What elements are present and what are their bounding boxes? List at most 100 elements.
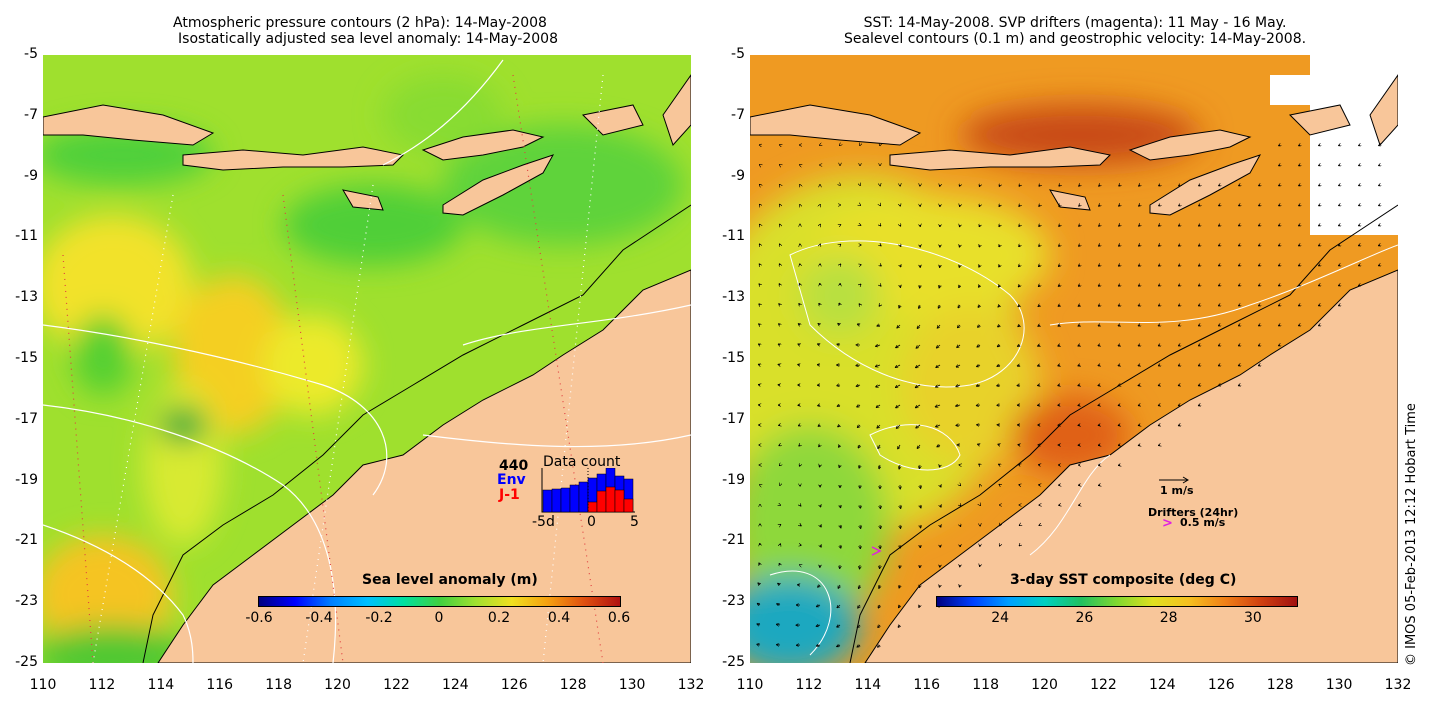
- velocity-arrow: [1059, 185, 1060, 186]
- velocity-arrow: [1078, 365, 1080, 366]
- velocity-arrow: [1259, 185, 1260, 186]
- right-lat-tick: -25: [722, 654, 745, 670]
- velocity-arrow: [999, 265, 1000, 267]
- velocity-arrow: [877, 405, 881, 407]
- left-lon-tick: 128: [559, 677, 587, 693]
- velocity-arrow: [1159, 385, 1160, 386]
- velocity-arrow: [1119, 225, 1120, 226]
- velocity-arrow: [1020, 545, 1021, 546]
- velocity-arrow: [879, 584, 880, 588]
- velocity-arrow: [1139, 245, 1140, 246]
- velocity-arrow: [1259, 365, 1260, 366]
- right-lon-tick: 120: [1031, 677, 1058, 693]
- velocity-arrow: [1119, 185, 1120, 186]
- velocity-arrow: [880, 285, 881, 286]
- sst-map: [750, 55, 1398, 663]
- left-lat-tick: -11: [15, 228, 38, 245]
- velocity-arrow: [880, 524, 881, 528]
- velocity-arrow: [1359, 145, 1360, 146]
- right-lon-tick: 132: [1384, 677, 1412, 693]
- velocity-arrow: [1379, 145, 1380, 146]
- sst-colorbar-tick: 26: [1075, 610, 1094, 626]
- velocity-arrow: [1299, 325, 1300, 326]
- velocity-arrow: [998, 345, 1000, 347]
- velocity-arrow: [960, 525, 961, 526]
- left-lat-tick: -19: [15, 471, 38, 488]
- velocity-arrow: [1078, 325, 1080, 326]
- velocity-arrow: [1219, 245, 1220, 246]
- velocity-arrow: [1359, 245, 1360, 246]
- velocity-arrow: [938, 324, 941, 328]
- velocity-arrow: [979, 285, 980, 287]
- velocity-arrow: [917, 324, 921, 328]
- velocity-arrow: [1179, 365, 1180, 366]
- velocity-arrow: [779, 564, 780, 565]
- velocity-arrow: [1199, 205, 1200, 206]
- velocity-arrow: [980, 205, 981, 206]
- velocity-arrow: [800, 505, 801, 506]
- velocity-arrow: [1099, 225, 1100, 226]
- velocity-arrow: [1179, 285, 1180, 286]
- velocity-arrow: [1159, 225, 1160, 226]
- velocity-arrow: [1319, 285, 1320, 286]
- velocity-arrow: [1059, 205, 1060, 206]
- right-lat-tick: -13: [722, 289, 745, 306]
- velocity-arrow: [837, 605, 841, 608]
- velocity-arrow: [1179, 225, 1180, 226]
- drifter-speed: 0.5 m/s: [1180, 516, 1226, 529]
- velocity-arrow: [979, 464, 980, 465]
- velocity-arrow: [959, 265, 960, 267]
- velocity-arrow: [999, 285, 1000, 287]
- velocity-arrow: [917, 444, 921, 448]
- sst-colorbar: [936, 596, 1298, 607]
- velocity-arrow: [1199, 185, 1200, 186]
- velocity-arrow: [837, 344, 841, 345]
- velocity-arrow: [1299, 145, 1300, 146]
- velocity-arrow: [1339, 205, 1340, 206]
- velocity-arrow: [876, 345, 881, 346]
- velocity-arrow: [1239, 305, 1240, 306]
- velocity-arrow: [940, 525, 941, 527]
- velocity-arrow: [896, 364, 901, 367]
- velocity-arrow: [957, 345, 961, 347]
- velocity-arrow: [1239, 385, 1240, 386]
- velocity-arrow: [1219, 305, 1220, 306]
- velocity-arrow: [1179, 385, 1180, 386]
- velocity-arrow: [1319, 325, 1320, 326]
- sla-colorbar-tick: -0.4: [305, 610, 333, 626]
- velocity-arrow: [860, 524, 861, 528]
- velocity-arrow: [916, 364, 921, 368]
- velocity-arrow: [936, 364, 941, 367]
- velocity-arrow: [1219, 225, 1220, 226]
- velocity-arrow: [1018, 345, 1020, 346]
- velocity-arrow: [1179, 425, 1180, 426]
- velocity-arrow: [1099, 325, 1101, 326]
- velocity-arrow: [1139, 285, 1140, 286]
- velocity-arrow: [978, 325, 980, 327]
- right-lat-tick: -21: [722, 532, 745, 549]
- velocity-arrow: [958, 325, 960, 328]
- velocity-arrow: [959, 285, 960, 287]
- velocity-arrow: [979, 245, 980, 247]
- right-lon-tick: 112: [795, 677, 823, 693]
- velocity-arrow: [1179, 305, 1180, 306]
- velocity-arrow: [758, 583, 760, 585]
- velocity-arrow: [1239, 225, 1240, 226]
- velocity-arrow: [919, 585, 920, 587]
- velocity-arrow: [960, 585, 961, 587]
- velocity-arrow: [799, 324, 800, 325]
- sla-colorbar-tick: 0.6: [607, 610, 631, 626]
- velocity-arrow: [1139, 385, 1141, 386]
- velocity-arrow: [1279, 285, 1280, 286]
- velocity-arrow: [838, 324, 840, 325]
- velocity-arrow: [940, 505, 941, 507]
- left-lon-tick: 126: [500, 677, 528, 693]
- velocity-arrow: [859, 304, 860, 305]
- velocity-arrow: [1219, 385, 1220, 386]
- velocity-arrow: [1239, 325, 1240, 326]
- velocity-arrow: [1359, 205, 1360, 206]
- velocity-arrow: [1219, 265, 1220, 266]
- velocity-arrow: [1299, 225, 1300, 226]
- velocity-arrow: [820, 525, 821, 527]
- velocity-arrow: [1279, 305, 1280, 306]
